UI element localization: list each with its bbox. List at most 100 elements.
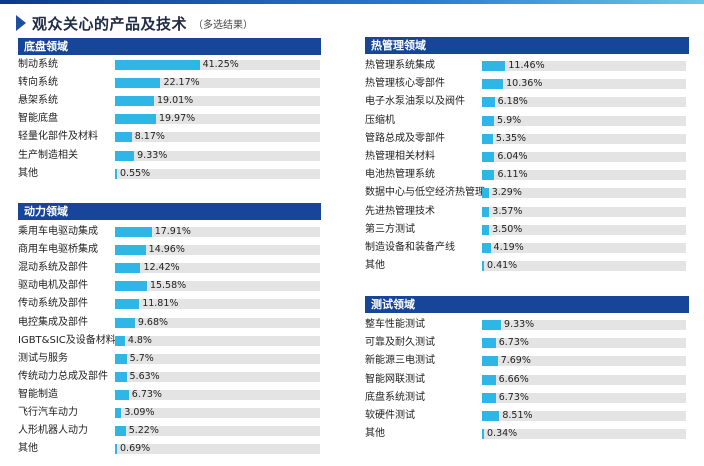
bar-row: 飞行汽车动力 3.09% [18,404,321,421]
bar-track [115,263,320,274]
bar-fill [482,79,504,90]
bar-value-label: 7.69% [500,355,531,367]
bar-value-label: 6.73% [498,391,529,403]
bar-track [482,338,686,349]
bar-row: 智能制造 6.73% [18,386,321,403]
section-header: 热管理领域 [365,37,689,54]
bar-fill [482,97,495,108]
bar-category-label: 第三方测试 [365,223,415,235]
bar-track [115,78,320,89]
bar-row: 其他 0.69% [18,440,321,457]
bar-category-label: 制造设备和装备产线 [365,242,455,253]
bar-category-label: 转向系统 [18,77,58,89]
bar-value-label: 11.81% [142,298,179,310]
bar-value-label: 15.58% [149,280,187,292]
bar-row: 电子水泵油泵以及阀件 6.18% [365,93,689,110]
bar-value-label: 14.96% [148,244,185,256]
bar-row: 第三方测试 3.50% [365,221,689,238]
bar-value-label: 5.35% [495,132,527,144]
bar-value-label: 3.57% [492,205,523,217]
bar-fill [115,168,117,179]
bar-category-label: 智能制造 [18,388,58,400]
bar-category-label: 压缩机 [365,114,395,126]
bar-value-label: 3.09% [124,407,155,418]
bar-track [482,206,686,217]
bar-category-label: 其他 [18,443,38,455]
bar-value-label: 0.41% [487,260,518,272]
bar-track [482,320,686,330]
bar-fill [115,317,135,328]
bar-category-label: 热管理系统集成 [365,60,435,71]
bar-row: 人形机器人动力 5.22% [18,422,321,439]
bar-track [482,261,686,272]
bar-track [482,224,686,235]
bar-fill [115,245,146,256]
bar-value-label: 6.18% [497,96,528,108]
bar-track [115,114,320,125]
bar-track [115,335,320,346]
bar-row: 转向系统 22.17% [18,74,321,91]
bar-track [482,356,686,367]
bar-row: 可靠及耐久测试 6.73% [365,334,689,351]
bar-fill [482,392,496,403]
bar-category-label: 可靠及耐久测试 [365,337,435,349]
bar-category-label: 热管理核心零部件 [365,78,445,90]
bar-fill [115,263,141,274]
bar-row: 驱动电机及部件 15.58% [18,277,321,294]
bar-fill [482,374,496,385]
bar-category-label: 飞行汽车动力 [18,407,78,418]
bar-fill [115,426,126,437]
bar-track [115,132,320,143]
bar-category-label: 传动系统及部件 [18,298,88,310]
bar-track [115,317,320,328]
bar-category-label: IGBT&SIC及设备材料 [18,334,116,346]
bar-track [115,150,320,161]
bar-row: 热管理系统集成 11.46% [365,57,689,74]
bar-category-label: 管路总成及零部件 [365,132,445,144]
bar-fill [115,335,125,346]
bar-value-label: 17.91% [154,226,191,237]
bar-fill [482,243,491,253]
bar-value-label: 0.69% [120,443,151,455]
bar-value-label: 5.9% [497,114,522,126]
bar-category-label: 轻量化部件及材料 [18,131,98,143]
bar-track [115,426,320,437]
bar-track [482,392,686,403]
bar-row: 数据中心与低空经济热管理 3.29% [365,184,689,201]
bar-value-label: 4.8% [127,334,152,346]
bar-value-label: 5.63% [129,370,160,382]
bar-row: 制造设备和装备产线 4.19% [365,239,689,256]
bar-category-label: 先进热管理技术 [365,205,435,217]
title-marker-icon [16,15,26,31]
section-header: 动力领域 [18,203,321,220]
bar-fill [115,227,152,237]
bar-value-label: 6.04% [497,151,528,162]
bar-track [482,188,686,199]
bar-track [482,61,686,71]
bar-row: IGBT&SIC及设备材料 4.8% [18,332,321,349]
bar-fill [482,115,495,126]
bar-fill [115,389,129,400]
bar-row: 传统动力总成及部件 5.63% [18,368,321,385]
bar-category-label: 智能网联测试 [365,373,425,385]
bar-value-label: 8.51% [502,410,533,421]
bar-category-label: 测试与服务 [18,352,68,364]
bar-track [115,60,320,70]
bar-row: 其他 0.34% [365,425,689,442]
bar-track [482,79,686,90]
top-decorative-strip [0,0,704,4]
bar-category-label: 制动系统 [18,59,58,70]
bar-track [115,168,320,179]
bar-fill [115,60,200,70]
bar-row: 压缩机 5.9% [365,112,689,129]
bar-row: 制动系统 41.25% [18,56,321,73]
bar-fill [115,96,154,107]
bar-row: 底盘系统测试 6.73% [365,389,689,406]
bar-fill [482,356,498,367]
bar-row: 电控集成及部件 9.68% [18,314,321,331]
bar-value-label: 4.19% [493,242,524,253]
bar-value-label: 5.7% [129,352,154,364]
bar-track [482,243,686,253]
bar-value-label: 11.46% [508,60,545,71]
bar-category-label: 混动系统及部件 [18,262,88,274]
